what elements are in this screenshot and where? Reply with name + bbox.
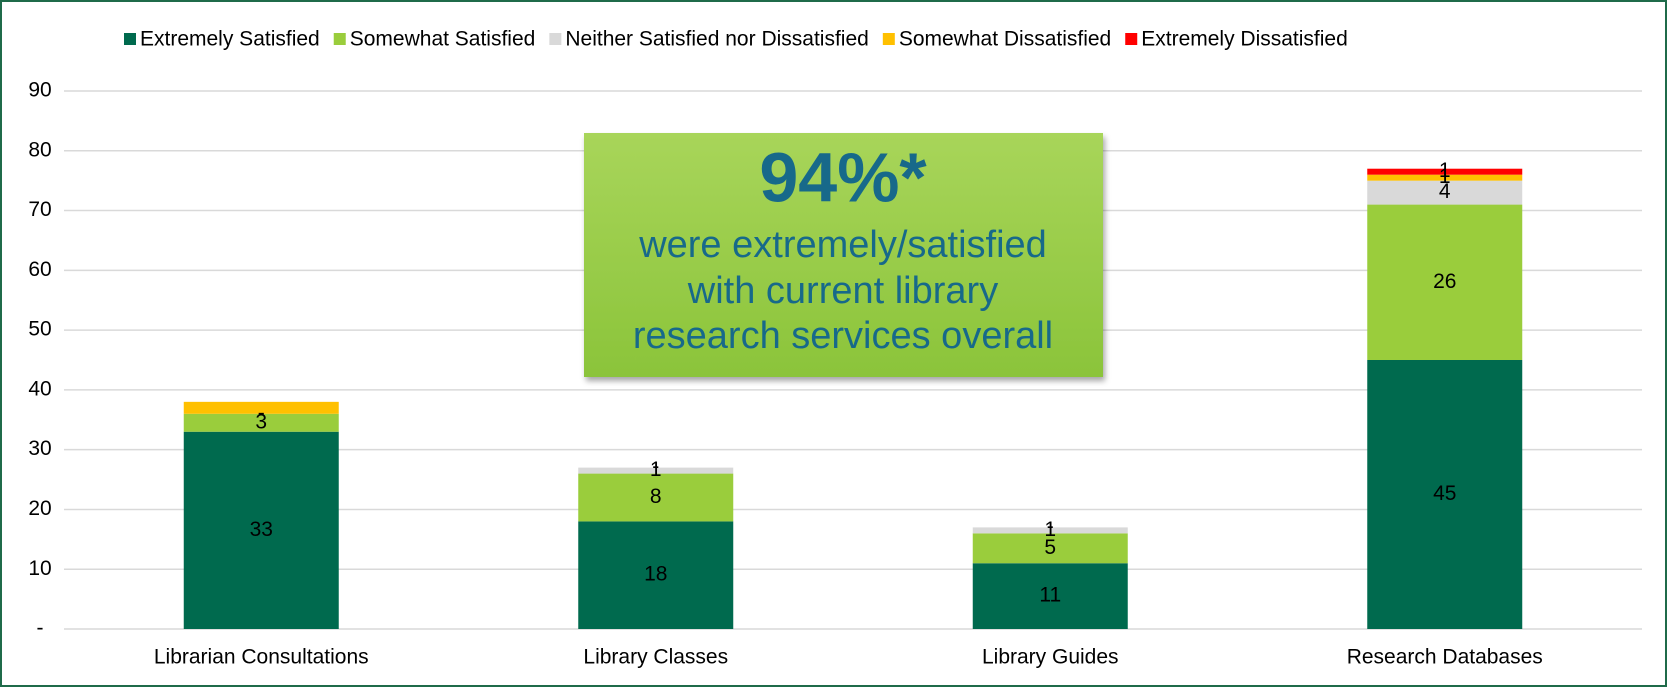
bar-segment	[578, 467, 734, 474]
data-label: 4	[1439, 180, 1451, 203]
callout: 94%* were extremely/satisfied with curre…	[584, 133, 1103, 377]
callout-headline: 94%*	[759, 138, 927, 216]
data-label: 1	[1044, 518, 1056, 541]
data-label: -	[258, 401, 265, 424]
data-label: -	[1047, 515, 1054, 538]
bar-segment	[972, 533, 1128, 564]
bar-segment	[972, 563, 1128, 629]
y-tick-label: 20	[28, 497, 51, 520]
bar-segment	[1367, 168, 1523, 175]
legend-label: Somewhat Dissatisfied	[899, 28, 1111, 51]
legend-swatch	[1125, 33, 1138, 45]
y-tick-label: -	[37, 617, 44, 640]
bar-segment	[183, 401, 339, 414]
y-tick-label: 90	[28, 79, 51, 102]
y-tick-label: 80	[28, 138, 51, 161]
legend-label: Neither Satisfied nor Dissatisfied	[565, 28, 868, 51]
data-label: 1	[650, 458, 662, 481]
x-tick-label: Library Classes	[583, 646, 728, 669]
data-label: 26	[1433, 270, 1456, 293]
data-label: 5	[1044, 536, 1056, 559]
data-label: 11	[1039, 584, 1061, 607]
legend-swatch	[124, 33, 136, 45]
bar-segment	[1367, 360, 1523, 629]
bar-segment	[1367, 204, 1523, 360]
legend-label: Extremely Satisfied	[140, 28, 320, 51]
data-label: 33	[250, 518, 273, 541]
callout-line: were extremely/satisfied	[638, 224, 1047, 266]
y-tick-label: 30	[28, 437, 51, 460]
legend-label: Somewhat Satisfied	[350, 28, 536, 51]
data-label: 1	[1439, 159, 1451, 182]
data-label: 18	[644, 563, 667, 586]
callout-box	[584, 133, 1103, 377]
bar-segment	[1367, 174, 1523, 181]
x-tick-label: Research Databases	[1347, 646, 1543, 669]
data-label: -	[652, 455, 659, 478]
data-label: 1	[1439, 165, 1451, 188]
bar-segment	[183, 431, 339, 629]
plot: - 10 20 30 40 50 60 70 80 90 Librarian Consultatio…	[28, 79, 1642, 669]
legend-swatch	[549, 33, 562, 45]
y-tick-label: 70	[28, 198, 51, 221]
data-label: 3	[255, 410, 267, 433]
data-label: 45	[1433, 482, 1456, 505]
y-tick-label: 10	[28, 557, 51, 580]
bar-segment	[1367, 180, 1523, 205]
bar-segment	[578, 521, 734, 629]
data-label: 8	[650, 485, 662, 508]
y-tick-label: 40	[28, 377, 51, 400]
legend-label: Extremely Dissatisfied	[1141, 28, 1348, 51]
callout-line: research services overall	[633, 315, 1053, 357]
x-tick-label: Library Guides	[982, 646, 1119, 669]
bar-segment	[183, 413, 339, 432]
y-tick-label: 50	[28, 318, 51, 341]
legend-swatch	[882, 33, 895, 45]
callout-line: with current library	[687, 270, 998, 312]
x-tick-label: Librarian Consultations	[154, 646, 369, 669]
bar-segment	[972, 527, 1128, 534]
legend-swatch	[333, 33, 346, 45]
bar-segment	[578, 473, 734, 522]
y-tick-label: 60	[28, 258, 51, 281]
